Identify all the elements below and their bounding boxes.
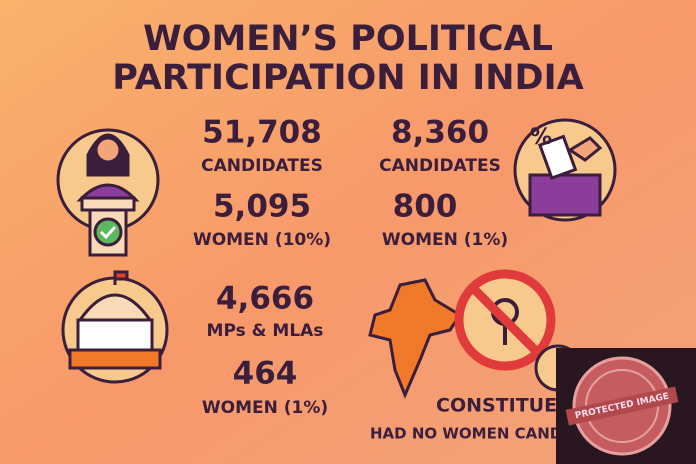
stat-label: WOMEN (1%) (382, 230, 508, 250)
title: WOMEN’S POLITICAL (143, 19, 553, 59)
stat-label: CANDIDATES (379, 156, 501, 176)
stat-total: 51,708 (202, 115, 322, 151)
stat-label: WOMEN (1%) (202, 398, 328, 418)
stat-label: CANDIDATES (201, 156, 323, 176)
parliament-icon (61, 270, 169, 384)
percent-symbol: % (530, 125, 552, 150)
stat-total: 8,360 (391, 115, 489, 151)
stat-label: MPs & MLAs (207, 321, 324, 341)
india-map (368, 278, 463, 399)
candidate-icon (56, 128, 160, 257)
watermark: PROTECTED IMAGE (556, 348, 696, 464)
stat-women: 464 (233, 356, 298, 392)
stat-label: WOMEN (10%) (193, 230, 331, 250)
title: PARTICIPATION IN INDIA (112, 58, 583, 98)
ballot-icon (513, 118, 617, 222)
stat-women: 5,095 (213, 189, 311, 225)
stat-total: 4,666 (216, 281, 314, 317)
stat-women: 800 (393, 189, 458, 225)
